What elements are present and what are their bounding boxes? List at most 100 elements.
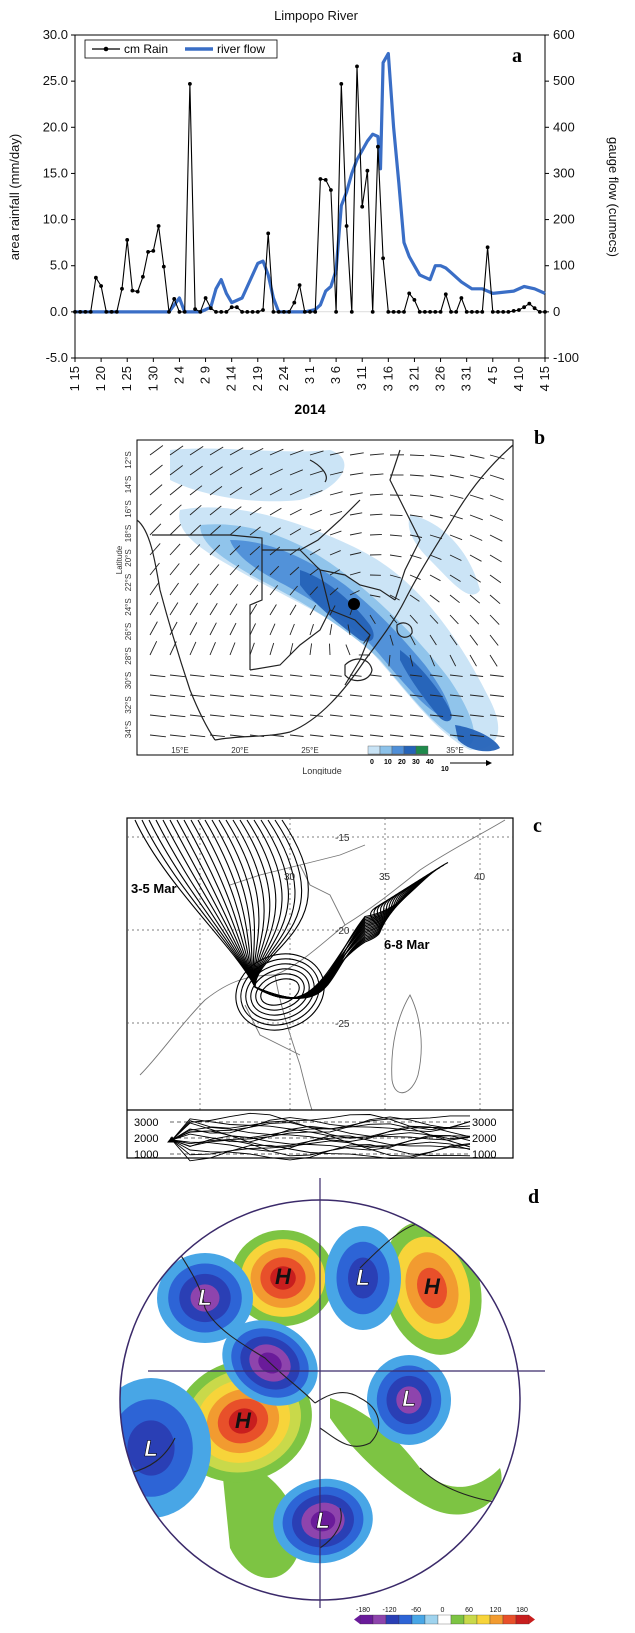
wind-arrow: [229, 545, 241, 556]
map-c-coastlines: [139, 819, 506, 1111]
wind-arrow: [189, 563, 200, 576]
colorbar-cell: [391, 745, 405, 755]
rain-point: [334, 310, 338, 314]
wind-arrow: [329, 587, 339, 596]
wind-arrow: [409, 474, 424, 477]
height-label-left-3000: 3000: [134, 1117, 158, 1129]
wind-arrow: [189, 622, 198, 636]
lat-tick-label: 28°S: [124, 647, 133, 664]
colorbar-cell: [489, 1614, 504, 1625]
wind-arrow: [329, 569, 341, 576]
y-tick-label: 0.0: [50, 304, 68, 319]
trajectory-loop: [260, 978, 300, 1006]
rain-point: [443, 292, 448, 297]
wind-arrow: [389, 554, 402, 558]
c-border-2: [299, 864, 346, 926]
wind-arrow: [409, 634, 416, 646]
wind-arrow: [449, 554, 462, 561]
wind-arrow: [169, 694, 186, 698]
trajectory-west: [176, 819, 256, 988]
wind-arrow: [409, 514, 423, 518]
wind-arrow: [269, 694, 284, 697]
trajectory-map: c -15 -20 -25 30 35 40 3-5 Mar 6-8 Mar: [126, 815, 542, 1162]
wind-arrow: [409, 594, 420, 602]
wind-arrow: [449, 654, 457, 667]
wind-arrow: [249, 487, 263, 496]
wind-arrow: [429, 654, 436, 667]
lon-tick-label: 35°E: [446, 746, 463, 755]
wind-arrow: [329, 451, 344, 456]
wind-arrow: [409, 734, 424, 737]
trajectory-west: [190, 819, 256, 988]
wind-arrow: [189, 734, 206, 738]
wind-arrow: [149, 621, 158, 636]
green-band-east: [330, 1398, 502, 1515]
y2-tick-label: -100: [553, 350, 579, 365]
rain-point: [198, 310, 203, 314]
annotation-6-8-mar: 6-8 Mar: [384, 937, 430, 952]
border-6: [389, 449, 421, 601]
wind-arrow: [329, 714, 343, 717]
rain-point: [276, 310, 281, 314]
colorbar-tick-label: 120: [490, 1607, 502, 1614]
wind-arrow: [489, 474, 505, 480]
d-colorbar: -180 -120 -60 0 60 120 180: [354, 1607, 535, 1625]
high-center-2-ring: [417, 1267, 447, 1309]
low-symbol-4: L: [402, 1386, 415, 1411]
wind-arrow: [329, 624, 333, 636]
rain-point: [423, 310, 427, 314]
wind-arrow: [489, 614, 500, 625]
wind-arrow: [229, 674, 244, 677]
map-b-xlabel: Longitude: [302, 766, 342, 775]
wind-arrow: [429, 454, 445, 458]
wind-arrow: [429, 674, 443, 677]
wind-arrow: [149, 601, 159, 616]
x-tick-label: 4 15: [537, 366, 552, 391]
wind-arrow: [309, 604, 316, 616]
rain-point: [172, 297, 177, 301]
rain-line: [75, 66, 545, 313]
wind-arrow: [169, 504, 182, 516]
vector-scale-label: 10: [441, 766, 449, 773]
trajectory-west: [169, 819, 256, 988]
origin-star: [167, 1136, 177, 1143]
rain-point: [235, 305, 239, 310]
wind-arrow: [429, 534, 443, 540]
border-4: [249, 569, 331, 671]
wind-arrow: [369, 493, 383, 496]
colorbar-cell: [359, 1614, 374, 1625]
y2-tick-label: 400: [553, 119, 575, 134]
wind-arrow: [489, 654, 498, 667]
wind-arrow: [469, 654, 477, 667]
wind-arrow: [189, 544, 201, 556]
wind-arrow: [469, 714, 484, 717]
low-symbol-2: L: [356, 1265, 369, 1290]
wind-arrow: [389, 674, 402, 677]
colorbar-tick-label: 40: [426, 759, 434, 766]
wind-arrow: [309, 548, 321, 556]
limpopo-chart: Limpopo River a -5.0 0.0 5.0 10.0 15.0 20.0 25…: [7, 8, 621, 417]
wind-arrow: [349, 512, 363, 516]
rain-point: [396, 310, 401, 314]
wind-arrow: [469, 634, 479, 646]
rain-point: [543, 310, 547, 314]
wind-arrow: [149, 562, 160, 576]
wind-arrow: [189, 714, 205, 718]
lesotho: [344, 658, 373, 682]
border-5: [329, 609, 371, 686]
y2-tick-label: 200: [553, 212, 575, 227]
rain-point: [537, 310, 542, 314]
wind-arrow: [189, 465, 203, 476]
wind-arrow: [469, 674, 484, 677]
wind-arrow: [209, 694, 225, 698]
colorbar-cell: [372, 1614, 387, 1625]
wind-arrow: [489, 514, 504, 521]
wind-arrow: [269, 546, 281, 556]
high-symbol-2: H: [424, 1274, 441, 1299]
rain-point: [177, 310, 182, 314]
rain-point: [475, 310, 479, 314]
wind-arrow: [269, 642, 275, 656]
wind-arrow: [329, 550, 341, 556]
wind-arrow: [169, 543, 181, 556]
x-tick-label: 1 25: [119, 366, 134, 391]
